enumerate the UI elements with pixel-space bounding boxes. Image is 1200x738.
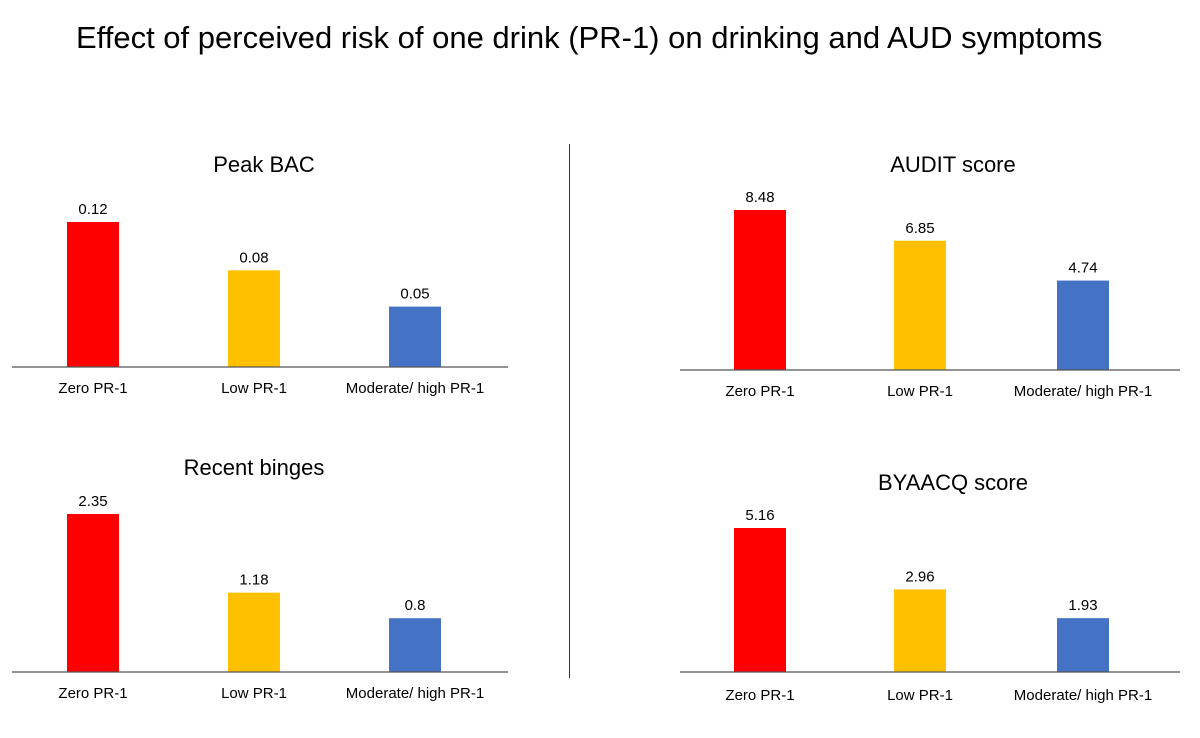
- value-label: 1.18: [239, 572, 268, 589]
- bar-zero-pr-1: [67, 222, 119, 367]
- category-label: Low PR-1: [221, 685, 287, 702]
- bar-zero-pr-1: [734, 210, 786, 370]
- bar-low-pr-1: [894, 589, 946, 672]
- category-label: Zero PR-1: [58, 685, 127, 702]
- chart-byaacq-score: BYAACQ score 5.16 Zero PR-1 2.96 Low PR-1 1.9…: [680, 470, 1180, 704]
- value-label: 0.08: [239, 249, 268, 266]
- chart-peak-bac: Peak BAC 0.12 Zero PR-1 0.08 Low PR-1 0.05 Mod…: [12, 152, 508, 397]
- chart-title: BYAACQ score: [878, 470, 1028, 495]
- category-label: Low PR-1: [887, 383, 953, 400]
- value-label: 2.35: [78, 493, 107, 510]
- category-label: Low PR-1: [221, 380, 287, 397]
- chart-recent-binges: Recent binges 2.35 Zero PR-1 1.18 Low PR-1 0.…: [12, 455, 508, 702]
- value-label: 0.12: [78, 201, 107, 218]
- value-label: 0.8: [405, 597, 426, 614]
- page-title: Effect of perceived risk of one drink (P…: [76, 20, 1103, 55]
- category-label: Low PR-1: [887, 687, 953, 704]
- bar-low-pr-1: [894, 240, 946, 370]
- category-label: Zero PR-1: [725, 687, 794, 704]
- value-label: 0.05: [400, 286, 429, 303]
- value-label: 1.93: [1068, 597, 1097, 614]
- value-label: 2.96: [905, 568, 934, 585]
- category-label: Zero PR-1: [58, 380, 127, 397]
- category-label: Moderate/ high PR-1: [1014, 687, 1152, 704]
- category-label: Zero PR-1: [725, 383, 794, 400]
- panel-divider: [569, 144, 570, 678]
- value-label: 4.74: [1068, 260, 1097, 277]
- bar-low-pr-1: [228, 592, 280, 672]
- chart-title: Recent binges: [184, 455, 325, 480]
- value-label: 6.85: [905, 220, 934, 237]
- bar-moderate-high-pr-1: [389, 306, 441, 367]
- value-label: 8.48: [745, 189, 774, 206]
- value-label: 5.16: [745, 507, 774, 524]
- chart-audit-score: AUDIT score 8.48 Zero PR-1 6.85 Low PR-1 4.74…: [680, 152, 1180, 400]
- category-label: Moderate/ high PR-1: [346, 380, 484, 397]
- bar-zero-pr-1: [67, 514, 119, 672]
- bar-moderate-high-pr-1: [1057, 280, 1109, 370]
- category-label: Moderate/ high PR-1: [346, 685, 484, 702]
- chart-title: AUDIT score: [890, 152, 1016, 177]
- bar-moderate-high-pr-1: [1057, 618, 1109, 672]
- category-label: Moderate/ high PR-1: [1014, 383, 1152, 400]
- bar-zero-pr-1: [734, 528, 786, 672]
- bar-moderate-high-pr-1: [389, 618, 441, 672]
- bar-low-pr-1: [228, 270, 280, 367]
- chart-title: Peak BAC: [213, 152, 315, 177]
